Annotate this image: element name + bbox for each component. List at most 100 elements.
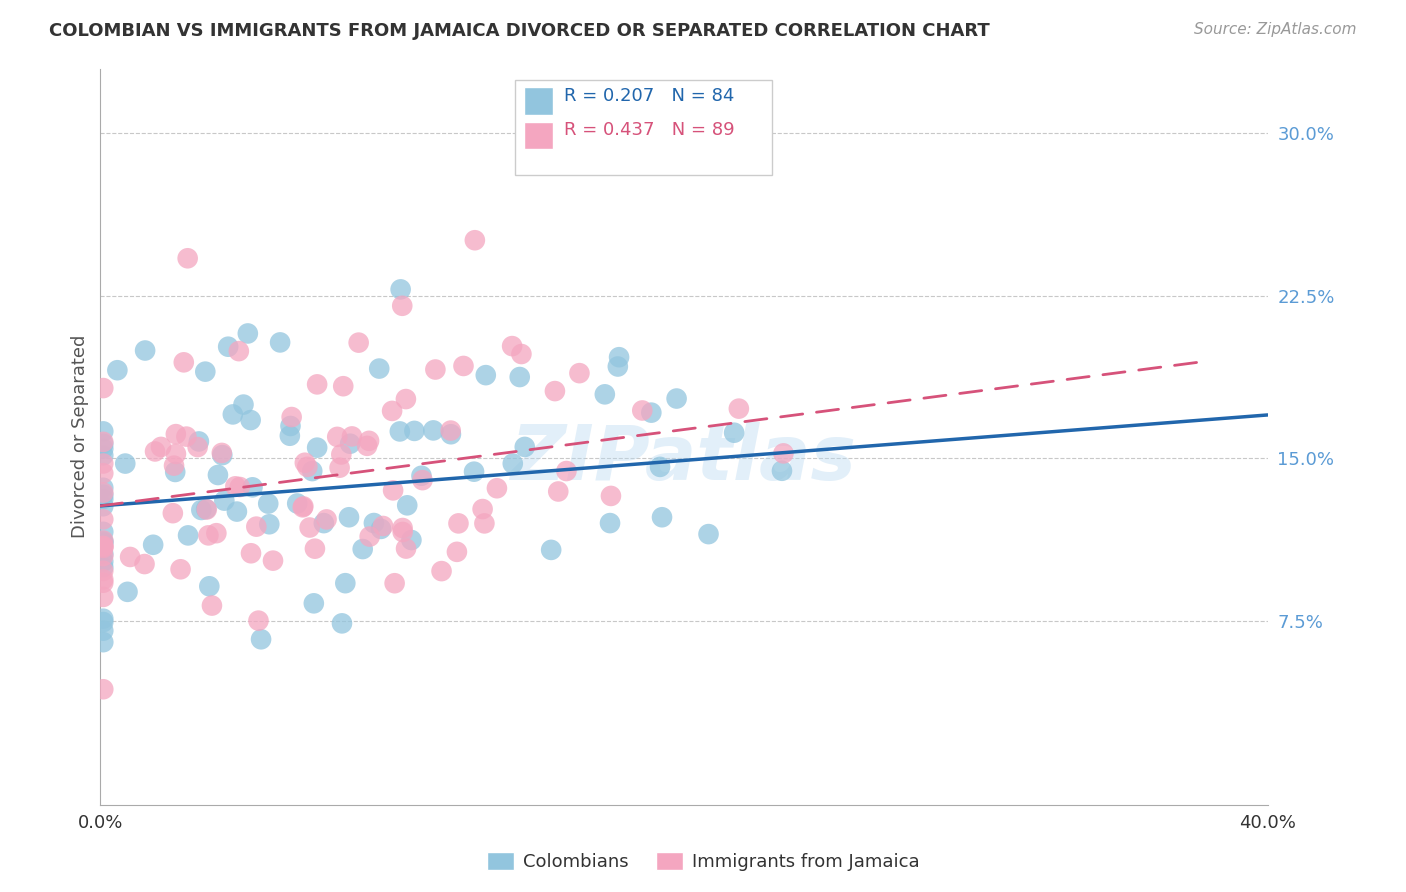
Point bbox=[176, 252, 198, 266]
Point bbox=[91, 425, 114, 439]
Point bbox=[395, 541, 418, 556]
FancyBboxPatch shape bbox=[524, 121, 554, 150]
Point bbox=[143, 444, 166, 458]
Point bbox=[91, 535, 114, 549]
Point bbox=[330, 616, 353, 631]
Point bbox=[307, 441, 329, 455]
Point bbox=[91, 539, 114, 553]
Point bbox=[239, 413, 262, 427]
Point bbox=[91, 549, 114, 563]
Point bbox=[197, 528, 219, 542]
Point bbox=[280, 410, 302, 425]
Point bbox=[665, 392, 688, 406]
Point bbox=[250, 632, 273, 647]
Point bbox=[198, 579, 221, 593]
Point bbox=[593, 387, 616, 401]
Text: R = 0.437   N = 89: R = 0.437 N = 89 bbox=[564, 120, 734, 138]
Point bbox=[363, 516, 385, 530]
Point bbox=[91, 555, 114, 569]
Point bbox=[648, 459, 671, 474]
Point bbox=[502, 457, 524, 471]
Point bbox=[471, 502, 494, 516]
Point bbox=[447, 516, 470, 531]
Point bbox=[280, 419, 302, 434]
Point bbox=[631, 403, 654, 417]
Point bbox=[176, 429, 198, 443]
Point bbox=[195, 502, 218, 516]
Point bbox=[195, 502, 218, 516]
Point bbox=[177, 528, 200, 542]
Point bbox=[391, 521, 413, 535]
Point bbox=[772, 446, 794, 460]
Point bbox=[149, 440, 172, 454]
Point bbox=[91, 448, 114, 462]
Point bbox=[292, 500, 315, 514]
Point bbox=[91, 560, 114, 574]
Y-axis label: Divorced or Separated: Divorced or Separated bbox=[72, 334, 89, 538]
Point bbox=[257, 497, 280, 511]
Point bbox=[120, 549, 142, 564]
Point bbox=[134, 557, 156, 571]
Point bbox=[381, 404, 404, 418]
Text: Source: ZipAtlas.com: Source: ZipAtlas.com bbox=[1194, 22, 1357, 37]
Point bbox=[391, 299, 413, 313]
Point bbox=[91, 491, 114, 506]
Point bbox=[201, 599, 224, 613]
Point bbox=[401, 533, 423, 547]
Point bbox=[259, 517, 281, 532]
Point bbox=[568, 366, 591, 380]
Point bbox=[211, 448, 233, 462]
Point bbox=[91, 612, 114, 626]
Point bbox=[382, 483, 405, 498]
Point bbox=[91, 533, 114, 548]
FancyBboxPatch shape bbox=[515, 79, 772, 175]
Point bbox=[285, 496, 308, 510]
Point bbox=[165, 447, 187, 461]
Point bbox=[190, 503, 212, 517]
Point bbox=[232, 398, 254, 412]
Point bbox=[301, 464, 323, 478]
Point bbox=[326, 430, 349, 444]
Point bbox=[312, 516, 335, 530]
Point bbox=[229, 480, 252, 494]
Point bbox=[228, 344, 250, 359]
Point bbox=[555, 464, 578, 478]
Point bbox=[269, 335, 291, 350]
Point bbox=[425, 362, 447, 376]
Point bbox=[337, 510, 360, 524]
Point bbox=[510, 347, 533, 361]
Point bbox=[547, 484, 569, 499]
Point bbox=[91, 615, 114, 629]
Text: R = 0.207   N = 84: R = 0.207 N = 84 bbox=[564, 87, 734, 104]
Point bbox=[224, 479, 246, 493]
Point bbox=[163, 458, 186, 473]
Point bbox=[411, 473, 433, 487]
Point bbox=[278, 429, 301, 443]
Point bbox=[302, 596, 325, 610]
Point bbox=[134, 343, 156, 358]
Point bbox=[352, 542, 374, 557]
Point bbox=[607, 350, 630, 364]
Point bbox=[411, 468, 433, 483]
Point bbox=[194, 365, 217, 379]
Point bbox=[606, 359, 628, 374]
Point bbox=[501, 339, 523, 353]
Point bbox=[463, 465, 485, 479]
Point bbox=[404, 424, 426, 438]
Point bbox=[513, 440, 536, 454]
Point bbox=[91, 512, 114, 526]
Point bbox=[91, 485, 114, 500]
Point bbox=[165, 427, 187, 442]
Point bbox=[207, 468, 229, 483]
Point bbox=[240, 546, 263, 560]
Point bbox=[165, 465, 187, 479]
Point bbox=[453, 359, 475, 373]
Point bbox=[91, 481, 114, 495]
Point bbox=[359, 530, 381, 544]
Point bbox=[298, 520, 321, 534]
Point bbox=[388, 425, 411, 439]
Point bbox=[430, 564, 453, 578]
Point bbox=[370, 522, 392, 536]
Point bbox=[294, 456, 316, 470]
Point bbox=[222, 408, 245, 422]
